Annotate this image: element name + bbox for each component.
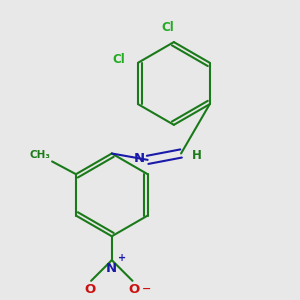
Text: O: O bbox=[128, 284, 140, 296]
Text: −: − bbox=[142, 284, 152, 293]
Text: N: N bbox=[106, 262, 117, 275]
Text: H: H bbox=[192, 148, 202, 162]
Text: N: N bbox=[133, 152, 145, 165]
Text: Cl: Cl bbox=[112, 53, 125, 66]
Text: +: + bbox=[118, 253, 126, 262]
Text: O: O bbox=[84, 284, 95, 296]
Text: Cl: Cl bbox=[161, 21, 174, 34]
Text: CH₃: CH₃ bbox=[29, 150, 50, 160]
